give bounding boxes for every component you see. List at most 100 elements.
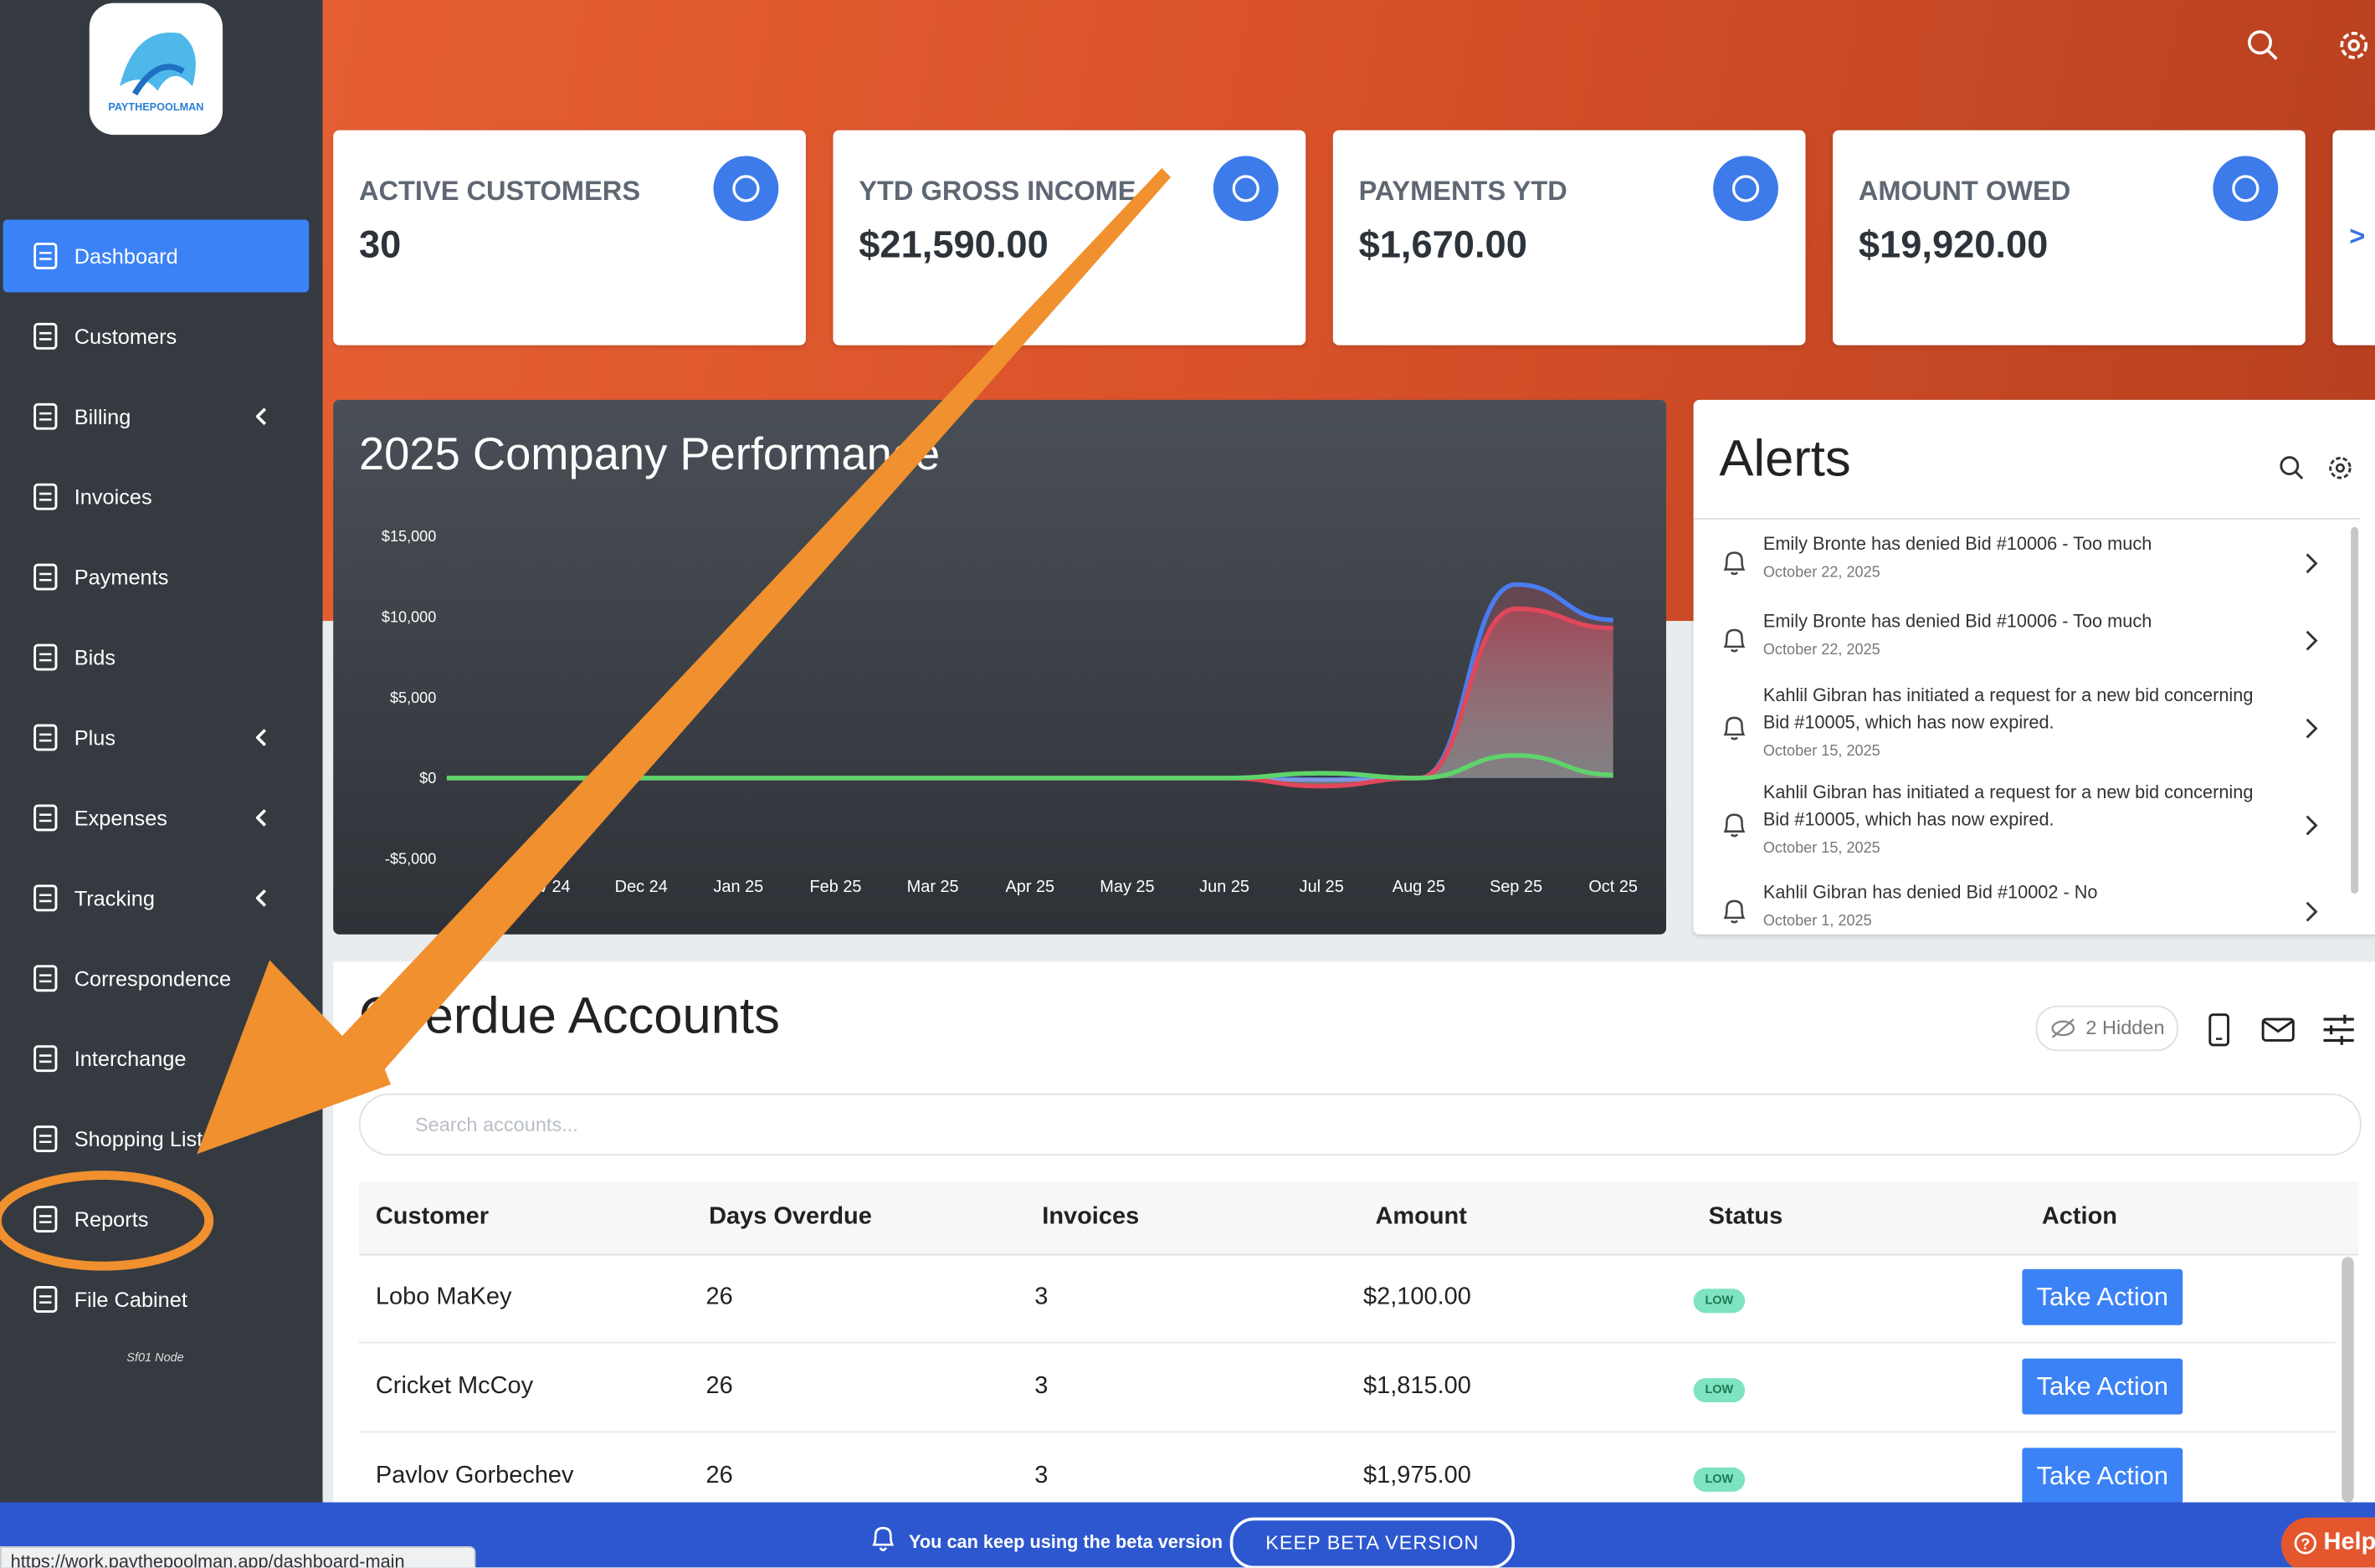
invoice-count: 3 xyxy=(1034,1373,1049,1400)
invoice-count: 3 xyxy=(1034,1463,1049,1489)
keep-beta-button[interactable]: KEEP BETA VERSION xyxy=(1229,1517,1515,1568)
menu-icon xyxy=(33,322,58,350)
menu-item[interactable]: Shopping List xyxy=(3,1103,310,1176)
menu-icon xyxy=(33,563,58,591)
stat-label: PAYMENTS YTD xyxy=(1358,175,1567,207)
column-header: Days Overdue xyxy=(709,1203,872,1230)
stat-icon-glyph xyxy=(732,175,760,202)
take-action-button[interactable]: Take Action xyxy=(2022,1268,2183,1325)
row-divider xyxy=(358,1341,2337,1344)
icon-shape xyxy=(33,965,58,992)
y-tick-label: $0 xyxy=(419,770,436,787)
stat-icon xyxy=(1213,156,1279,222)
x-tick-label: Jul 25 xyxy=(1300,878,1344,896)
series-line xyxy=(446,606,1613,789)
icon-shape xyxy=(33,804,58,832)
stat-card[interactable]: YTD GROSS INCOME $21,590.00 xyxy=(833,130,1306,346)
take-action-button[interactable]: Take Action xyxy=(2022,1448,2183,1504)
alert-chevron xyxy=(2306,630,2318,651)
stat-card-partial[interactable]: > xyxy=(2332,130,2375,346)
alert-bell xyxy=(1723,628,1746,653)
hidden-toggle[interactable]: 2 Hidden xyxy=(2035,1005,2178,1052)
help-icon: ? xyxy=(2294,1532,2316,1555)
x-tick-label: Aug 25 xyxy=(1393,878,1445,896)
alerts-card: Alerts Emily Bronte has denied Bid #1000… xyxy=(1693,399,2375,935)
search-input[interactable]: Search accounts... xyxy=(358,1093,2362,1156)
stat-card[interactable]: AMOUNT OWED $19,920.00 xyxy=(1833,130,2306,346)
sidebar: PAYTHEPOOLMAN Dashboard Customers Billing I… xyxy=(0,0,323,1568)
alert-item[interactable]: Kahlil Gibran has initiated a request fo… xyxy=(1694,772,2375,857)
icon-shape xyxy=(33,884,58,912)
menu-label: Payments xyxy=(74,565,169,590)
alert-chevron xyxy=(2306,718,2318,739)
x-tick-label: Dec 24 xyxy=(615,878,668,896)
menu-label: Customers xyxy=(74,324,177,349)
filter-icon[interactable] xyxy=(2322,1013,2356,1047)
menu-icon xyxy=(33,1125,58,1153)
menu-item[interactable]: Billing xyxy=(3,380,310,453)
alert-text: Emily Bronte has denied Bid #10006 - Too… xyxy=(1762,610,2152,632)
menu-item[interactable]: Interchange xyxy=(3,1022,310,1095)
alert-item[interactable]: Emily Bronte has denied Bid #10006 - Too… xyxy=(1694,602,2375,677)
menu-item[interactable]: Customers xyxy=(3,300,310,372)
help-button[interactable]: ? Help xyxy=(2280,1517,2375,1568)
menu-item[interactable]: Plus xyxy=(3,701,310,774)
bell-shape xyxy=(1723,716,1746,740)
alerts-search-icon[interactable] xyxy=(2278,454,2306,482)
help-label: Help xyxy=(2323,1530,2375,1555)
menu-icon xyxy=(33,804,58,832)
menu-item[interactable]: Invoices xyxy=(3,460,310,533)
menu-item[interactable]: Expenses xyxy=(3,781,310,854)
stat-card[interactable]: ACTIVE CUSTOMERS 30 xyxy=(333,130,806,346)
chart-card: 2025 Company Performance -$5,000 $0 $5,000… xyxy=(333,399,1666,935)
menu-icon xyxy=(33,643,58,671)
menu-item[interactable]: Reports xyxy=(3,1183,310,1256)
alert-item[interactable]: Emily Bronte has denied Bid #10006 - Too… xyxy=(1694,524,2375,599)
icon-shape xyxy=(1232,175,1259,202)
amount: $1,815.00 xyxy=(1363,1373,1471,1400)
menu-item[interactable]: File Cabinet xyxy=(3,1263,310,1336)
alert-bell xyxy=(1723,551,1746,576)
menu-item[interactable]: Correspondence xyxy=(3,942,310,1015)
mail-icon[interactable] xyxy=(2261,1017,2295,1044)
settings-icon[interactable] xyxy=(2336,28,2372,64)
stat-icon xyxy=(713,156,779,222)
column-header: Customer xyxy=(375,1203,490,1230)
stat-value: $19,920.00 xyxy=(1858,223,2049,267)
menu-item[interactable]: Tracking xyxy=(3,862,310,935)
icon-shape xyxy=(33,242,58,269)
y-tick-label: $15,000 xyxy=(382,528,436,545)
logo[interactable]: PAYTHEPOOLMAN xyxy=(89,3,223,136)
menu-item[interactable]: Bids xyxy=(3,621,310,694)
icon-shape xyxy=(33,483,58,510)
menu-label: Expenses xyxy=(74,805,167,830)
phone-icon[interactable] xyxy=(2205,1013,2233,1047)
bell-icon xyxy=(872,1526,895,1551)
menu-item[interactable]: Payments xyxy=(3,541,310,613)
submenu-chevron xyxy=(255,407,267,426)
take-action-button[interactable]: Take Action xyxy=(2022,1358,2183,1415)
menu-item[interactable]: Dashboard xyxy=(3,219,310,293)
alert-item[interactable]: Kahlil Gibran has initiated a request fo… xyxy=(1694,675,2375,761)
x-tick-label: Apr 25 xyxy=(1005,878,1054,896)
stat-icon-glyph xyxy=(2232,175,2260,202)
y-tick-label: -$5,000 xyxy=(385,851,436,868)
alert-item[interactable]: Kahlil Gibran has denied Bid #10002 - No… xyxy=(1694,873,2375,949)
x-tick-label: Jun 25 xyxy=(1199,878,1249,896)
icon-shape xyxy=(33,643,58,671)
alert-bell xyxy=(1723,813,1746,838)
x-tick-label: Nov 24 xyxy=(518,878,571,896)
search-icon[interactable] xyxy=(2244,28,2280,64)
stat-icon xyxy=(1713,156,1778,222)
column-header: Amount xyxy=(1375,1203,1467,1230)
menu-label: Correspondence xyxy=(74,966,232,991)
submenu-chevron xyxy=(255,889,267,907)
alerts-title: Alerts xyxy=(1719,430,1851,488)
stat-card[interactable]: PAYMENTS YTD $1,670.00 xyxy=(1332,130,1806,346)
alert-date: October 15, 2025 xyxy=(1762,743,1880,761)
node-label: Sf01 Node xyxy=(126,1350,184,1365)
table-scrollbar xyxy=(2342,1257,2354,1503)
alerts-settings-icon[interactable] xyxy=(2326,454,2354,482)
alert-date: October 1, 2025 xyxy=(1762,913,1872,930)
